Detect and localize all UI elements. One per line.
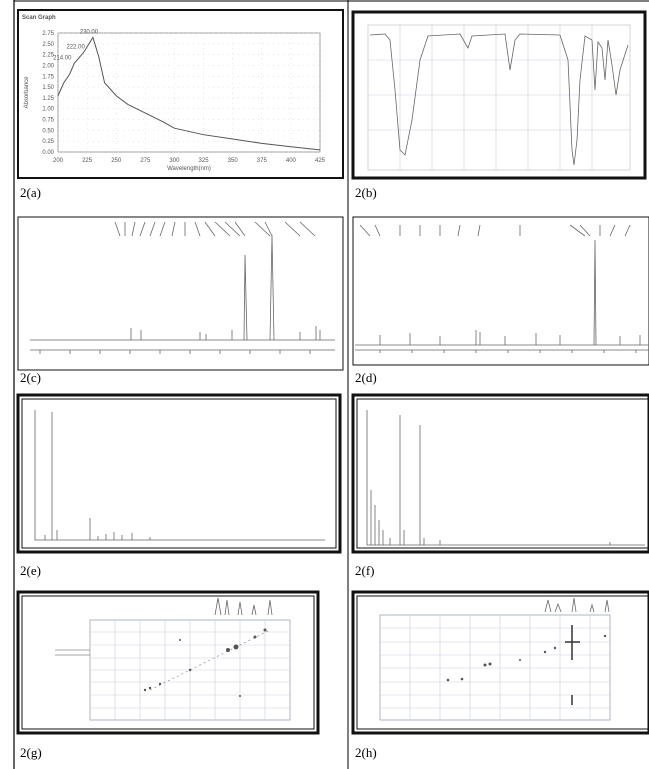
y-tick-label: 1.25: [42, 96, 54, 102]
panel-frame: [18, 592, 318, 733]
y-tick-label: 2.50: [42, 42, 54, 48]
x-tick-label: 300: [169, 158, 180, 164]
panel-frame: [353, 395, 649, 552]
panel-label: 2(g): [20, 745, 42, 760]
panel-frame: [22, 596, 314, 729]
x-tick-label: 350: [228, 158, 239, 164]
panel-frame: [18, 10, 343, 178]
nmr-spectrum: [355, 225, 649, 353]
x-tick-label: 400: [286, 158, 297, 164]
peak-annotation: 222.00: [66, 44, 85, 50]
y-tick-label: 1.00: [42, 107, 54, 113]
panel-frame: [22, 399, 336, 548]
x-tick-label: 250: [111, 158, 122, 164]
y-tick-label: 0.75: [42, 118, 54, 124]
y-tick-label: 0.00: [42, 150, 54, 156]
panel-frame: [357, 596, 649, 729]
mass-spectrum: [367, 410, 645, 545]
panel-label: 2(h): [355, 745, 377, 760]
x-tick-label: 200: [53, 158, 64, 164]
x-tick-label: 425: [315, 158, 326, 164]
2d-nmr: [380, 598, 610, 720]
panel-frame: [18, 217, 343, 370]
y-tick-label: 2.00: [42, 63, 54, 69]
chart-title: Scan Graph: [22, 15, 56, 21]
panel-label: 2(c): [20, 370, 41, 385]
panel-frame: [353, 217, 649, 365]
y-tick-label: 0.50: [42, 128, 54, 134]
panel-label: 2(e): [20, 563, 41, 578]
figure: 2(a) 2(b) 2(c) 2(d) 2(e) 2(f) 2(g) 2(h) Scan Gr…: [0, 0, 649, 769]
panel-label: 2(a): [20, 185, 41, 200]
mass-spectrum: [35, 410, 325, 540]
panel-label: 2(b): [355, 185, 377, 200]
y-axis-label: Absorbance: [24, 76, 30, 109]
ir-spectrum: [368, 25, 630, 170]
panel-label: 2(d): [355, 370, 377, 385]
panel-frame: [18, 395, 340, 552]
x-tick-label: 275: [140, 158, 151, 164]
panel-frame: [357, 399, 649, 548]
data-line: [58, 37, 320, 150]
peak-annotation: 230.00: [80, 29, 99, 35]
x-tick-label: 375: [257, 158, 268, 164]
x-tick-label: 225: [82, 158, 93, 164]
panel-label: 2(f): [355, 563, 375, 578]
y-tick-label: 1.50: [42, 85, 54, 91]
x-axis-label: Wavelength(nm): [167, 166, 211, 172]
nmr-spectrum: [30, 222, 335, 354]
y-tick-label: 2.75: [42, 31, 54, 37]
y-tick-label: 0.25: [42, 139, 54, 145]
2d-nmr: [55, 598, 290, 720]
y-tick-label: 1.75: [42, 74, 54, 80]
x-tick-label: 325: [199, 158, 210, 164]
peak-annotation: 214.00: [53, 55, 72, 61]
panel-frame: [353, 592, 649, 733]
